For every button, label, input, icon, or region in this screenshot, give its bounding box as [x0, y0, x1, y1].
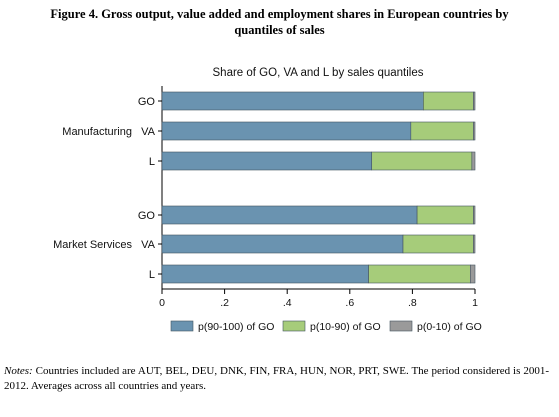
bar-segment [161, 121, 412, 141]
bar-segment [161, 264, 369, 284]
x-tick-label: 1 [472, 297, 478, 309]
x-tick-label: 0 [159, 297, 165, 309]
figure-title: Figure 4. Gross output, value added and … [10, 6, 549, 38]
bar-segment [473, 205, 476, 225]
chart-title: Share of GO, VA and L by sales quantiles [213, 67, 424, 79]
bar-label: VA [141, 126, 156, 138]
legend-swatch [389, 320, 413, 332]
bar-segment [470, 264, 476, 284]
legend-label: p(0-10) of GO [417, 321, 482, 333]
x-tick-label: .4 [283, 297, 292, 309]
group-label: Manufacturing [62, 126, 132, 138]
bar-segment [471, 151, 476, 171]
bar-segment [161, 91, 424, 111]
bar-segment [402, 234, 474, 254]
notes-lead: Notes: [4, 365, 36, 377]
bar-segment [423, 91, 474, 111]
bar-label: VA [141, 239, 156, 251]
x-tick-label: .2 [220, 297, 229, 309]
bar-segment [371, 151, 473, 171]
bar-label: L [149, 156, 155, 168]
legend-swatch [282, 320, 306, 332]
bar-segment [416, 205, 474, 225]
x-tick-label: .6 [345, 297, 354, 309]
bar-segment [161, 205, 418, 225]
bar-label: GO [138, 210, 156, 222]
notes-text: Countries included are AUT, BEL, DEU, DN… [4, 365, 549, 392]
figure-title-line-2: quantiles of sales [234, 23, 325, 37]
bar-label: L [149, 269, 155, 281]
figure-title-line-1: Figure 4. Gross output, value added and … [50, 7, 509, 21]
x-tick-label: .8 [408, 297, 417, 309]
bar-segment [410, 121, 474, 141]
bar-segment [473, 121, 476, 141]
legend-label: p(90-100) of GO [198, 321, 274, 333]
bar-segment [161, 234, 404, 254]
legend-swatch [170, 320, 194, 332]
group-label: Market Services [53, 239, 132, 251]
figure-notes: Notes: Countries included are AUT, BEL, … [4, 364, 549, 394]
bar-segment [368, 264, 471, 284]
stacked-bar-chart: Share of GO, VA and L by sales quantiles… [53, 67, 482, 333]
legend-label: p(10-90) of GO [310, 321, 381, 333]
bar-segment [473, 91, 476, 111]
bar-segment [161, 151, 373, 171]
bar-segment [473, 234, 476, 254]
bar-label: GO [138, 96, 156, 108]
